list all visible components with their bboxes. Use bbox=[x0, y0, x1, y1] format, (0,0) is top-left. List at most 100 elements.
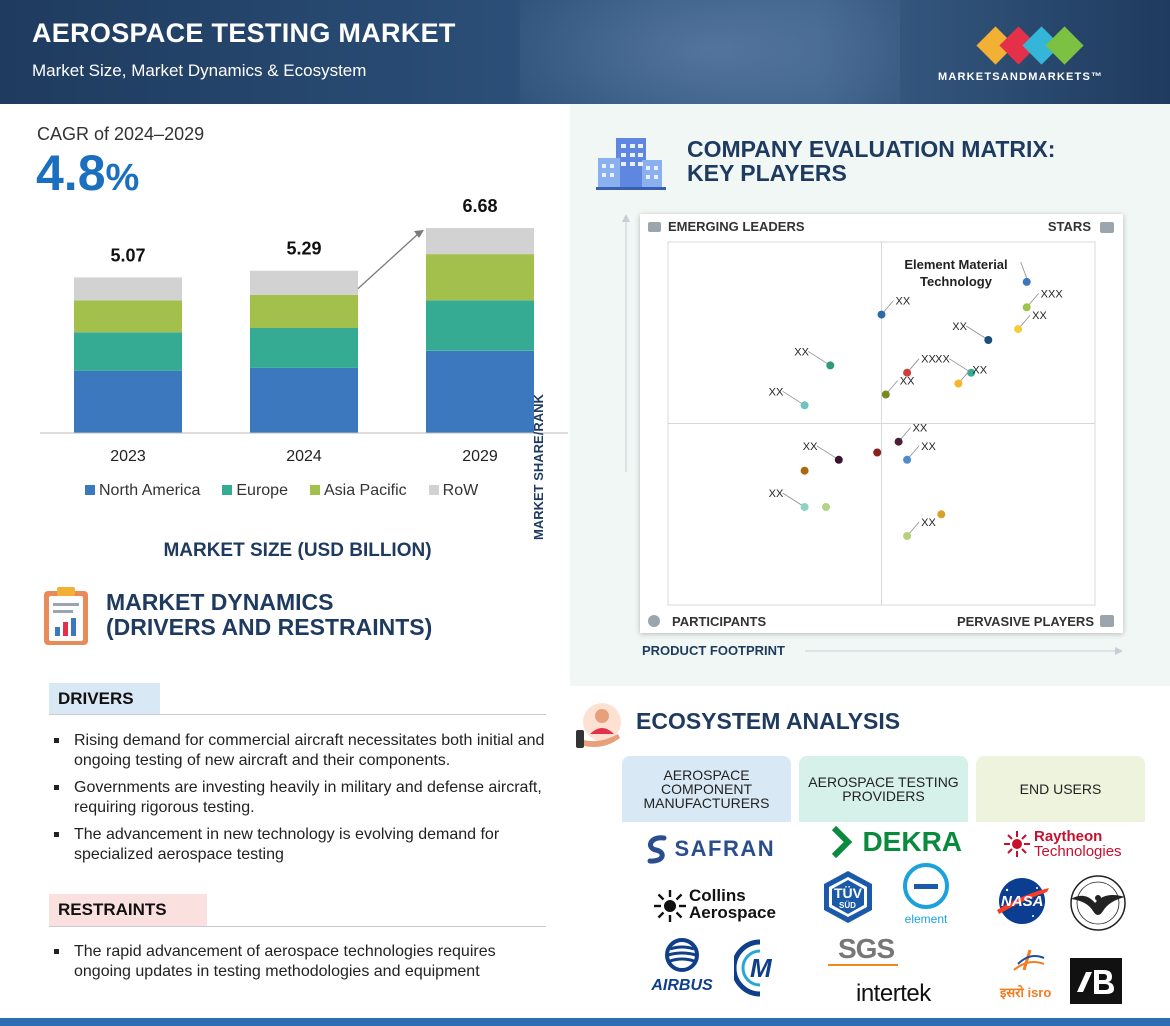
matrix-point-label: XX bbox=[896, 296, 911, 308]
matrix-leader-line bbox=[966, 325, 989, 341]
chart-xlabel: MARKET SIZE (USD BILLION) bbox=[163, 540, 432, 561]
legend-swatch bbox=[85, 485, 95, 495]
safran-swirl-icon bbox=[647, 835, 667, 864]
matrix-point-label: XX bbox=[794, 346, 809, 358]
matrix-point bbox=[800, 401, 809, 410]
eagle-seal-logo bbox=[1070, 875, 1126, 931]
driver-text: The advancement in new technology is evo… bbox=[74, 826, 500, 863]
matrix-point bbox=[1022, 303, 1031, 312]
moog-emblem-icon bbox=[731, 939, 761, 997]
matrix-point-label: XX bbox=[921, 517, 936, 529]
matrix-title: COMPANY EVALUATION MATRIX: KEY PLAYERS bbox=[687, 137, 1055, 185]
matrix-x-axis-arrow bbox=[805, 647, 1123, 655]
element-logo: element bbox=[900, 863, 952, 926]
cagr-unit: % bbox=[105, 157, 140, 199]
legend-label: RoW bbox=[442, 482, 479, 499]
clipboard-chart-icon bbox=[44, 587, 88, 645]
quadrant-participants: PARTICIPANTS bbox=[672, 614, 767, 629]
brand-wordmark: MARKETSANDMARKETS™ bbox=[938, 71, 1104, 83]
footer-bar bbox=[0, 1018, 1170, 1026]
quadrant-emerging-leaders: EMERGING LEADERS bbox=[668, 219, 805, 234]
matrix-point-label: XX bbox=[803, 441, 818, 453]
matrix-point bbox=[937, 510, 946, 519]
tuv-wordmark: TÜV bbox=[834, 885, 862, 901]
restraints-tag: RESTRAINTS bbox=[49, 894, 207, 926]
sgs-logo: SGS bbox=[828, 933, 898, 966]
restraint-text: The rapid advancement of aerospace techn… bbox=[74, 943, 496, 980]
bar-2029-row bbox=[426, 228, 534, 255]
matrix-point bbox=[834, 455, 843, 464]
highlight-label-line2: Technology bbox=[920, 274, 993, 289]
cagr-label: CAGR of 2024–2029 bbox=[37, 124, 205, 144]
intertek-wordmark: intertek bbox=[856, 980, 931, 1007]
restraint-item: The rapid advancement of aerospace techn… bbox=[54, 942, 554, 982]
bar-2024-asia-pacific bbox=[250, 294, 358, 328]
bar-2029-asia-pacific bbox=[426, 254, 534, 301]
matrix-point bbox=[800, 466, 809, 475]
collins-wordmark: Collins bbox=[689, 886, 746, 905]
matrix-point bbox=[984, 336, 993, 344]
bullet-icon bbox=[54, 832, 59, 837]
matrix-point bbox=[826, 361, 835, 370]
isro-rocket-icon bbox=[1013, 949, 1045, 971]
isro-logo: इसरो isro bbox=[1000, 948, 1051, 1001]
bar-2029-europe bbox=[426, 300, 534, 351]
aerospace-wordmark: Aerospace bbox=[689, 903, 776, 922]
driver-item: The advancement in new technology is evo… bbox=[54, 825, 554, 865]
raytheon-sunburst-icon bbox=[1004, 831, 1030, 857]
safran-wordmark: SAFRAN bbox=[674, 836, 776, 861]
driver-text: Rising demand for commercial aircraft ne… bbox=[74, 732, 545, 769]
matrix-point-label: XX bbox=[921, 354, 936, 366]
matrix-point bbox=[903, 455, 912, 464]
highlight-label-line1: Element Material bbox=[904, 257, 1007, 272]
bar-2024-north-america bbox=[250, 367, 358, 433]
tuv-badge-icon bbox=[824, 871, 872, 923]
market-size-chart: 5.07 2023 5.29 2024 6.68 2029 bbox=[40, 196, 568, 465]
matrix-leader-line bbox=[816, 445, 840, 461]
collins-aerospace-logo: Collins Aerospace bbox=[653, 886, 776, 922]
total-label-2029: 6.68 bbox=[462, 196, 497, 216]
handshake-person-icon bbox=[576, 703, 621, 748]
total-label-2023: 5.07 bbox=[110, 245, 145, 265]
category-label-2029: 2029 bbox=[462, 448, 498, 465]
participants-icon bbox=[648, 615, 660, 627]
legend-swatch bbox=[222, 485, 233, 495]
element-circle-icon bbox=[903, 863, 949, 909]
highlight-leader-line bbox=[1020, 261, 1028, 279]
matrix-y-axis-arrow bbox=[622, 214, 630, 472]
page-title: AEROSPACE TESTING MARKET bbox=[32, 18, 456, 48]
matrix-title-line1: COMPANY EVALUATION MATRIX: bbox=[687, 136, 1056, 162]
matrix-point-label: XX bbox=[769, 386, 784, 398]
pervasive-players-icon bbox=[1100, 615, 1114, 627]
airbus-globe-icon bbox=[665, 938, 699, 972]
airbus-wordmark: AIRBUS bbox=[651, 977, 713, 994]
eco-header-testing-providers: AEROSPACE TESTING PROVIDERS bbox=[799, 756, 968, 822]
nasa-wordmark: NASA bbox=[1001, 893, 1044, 910]
isro-wordmark: इसरो isro bbox=[1000, 985, 1052, 1000]
airbus-logo: AIRBUS bbox=[647, 938, 717, 995]
matrix-title-line2: KEY PLAYERS bbox=[687, 160, 847, 186]
header-glow bbox=[520, 0, 900, 104]
matrix-point bbox=[903, 532, 912, 540]
matrix-point bbox=[877, 310, 886, 319]
legend-label: North America bbox=[99, 482, 201, 499]
matrix-x-axis-label: PRODUCT FOOTPRINT bbox=[642, 643, 785, 658]
stars-icon bbox=[1100, 222, 1114, 233]
matrix-y-axis-label: MARKET SHARE/RANK bbox=[531, 394, 546, 540]
quadrant-stars: STARS bbox=[1047, 219, 1091, 234]
driver-item: Governments are investing heavily in mil… bbox=[54, 778, 554, 818]
quadrant-pervasive-players: PERVASIVE PLAYERS bbox=[956, 614, 1094, 629]
dekra-chevron-icon bbox=[831, 825, 853, 859]
market-dynamics-title: MARKET DYNAMICS (DRIVERS AND RESTRAINTS) bbox=[106, 590, 432, 640]
drivers-tag: DRIVERS bbox=[49, 683, 160, 715]
matrix-point-label: XX bbox=[1032, 310, 1047, 322]
raytheon-wordmark: Raytheon bbox=[1034, 828, 1103, 845]
drivers-divider bbox=[49, 714, 546, 715]
raytheon-logo: Raytheon Technologies bbox=[1004, 829, 1122, 859]
brand-logo: MARKETSANDMARKETS™ bbox=[930, 18, 1130, 88]
sud-wordmark: SÜD bbox=[839, 901, 856, 910]
intertek-logo: intertek bbox=[856, 980, 931, 1008]
matrix-leader-line bbox=[782, 391, 805, 406]
safran-logo: SAFRAN bbox=[644, 834, 775, 864]
